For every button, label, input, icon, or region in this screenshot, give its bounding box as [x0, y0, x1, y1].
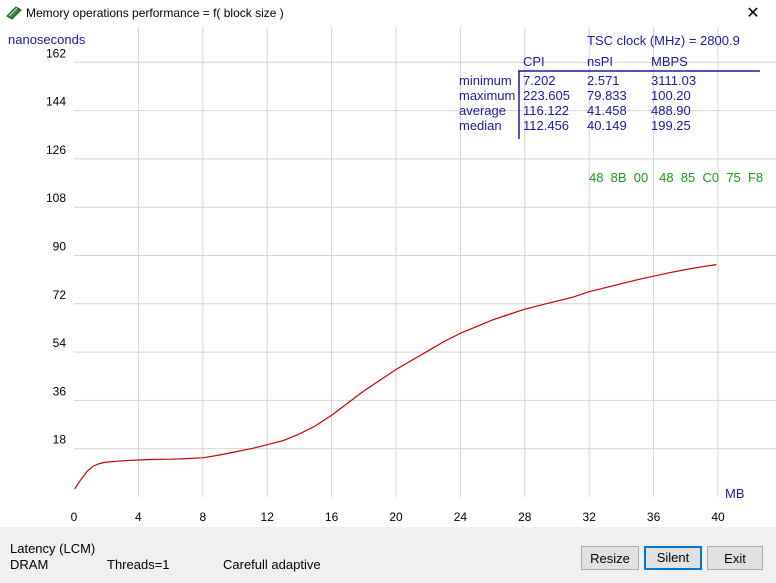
- x-tick-labels: 0 4 8 12 16 20 24 28 32 36 40: [71, 510, 725, 524]
- memory-chip-icon: [6, 6, 22, 20]
- y-tick-labels: 18 36 54 72 90 108 126 144 162: [46, 46, 66, 446]
- x-tick-label: 24: [454, 510, 468, 524]
- plot-area: 0 4 8 12 16 20 24 28 32 36 40 18 36 54 72 90 108 126 144 1…: [0, 27, 776, 527]
- row-label-minimum: minimum: [459, 73, 512, 88]
- cell-med-cpi: 112.456: [523, 118, 569, 133]
- cell-max-mbps: 100.20: [651, 88, 691, 103]
- latency-chart: 0 4 8 12 16 20 24 28 32 36 40 18365472901081261441…: [8, 27, 776, 524]
- cell-max-nspi: 79.833: [587, 88, 627, 103]
- x-tick-label: 16: [325, 510, 339, 524]
- cell-max-cpi: 223.605: [523, 88, 570, 103]
- x-axis-label: MB: [725, 486, 745, 501]
- silent-button[interactable]: Silent: [644, 546, 702, 570]
- threads-label: Threads=1: [107, 557, 170, 572]
- header-cpi: CPI: [523, 54, 545, 69]
- cell-avg-mbps: 488.90: [651, 103, 691, 118]
- memory-type-label: DRAM: [10, 557, 49, 572]
- x-tick-label: 36: [647, 510, 661, 524]
- x-tick-label: 32: [583, 510, 597, 524]
- y-tick-label: 144: [46, 95, 66, 109]
- latency-series-line: [74, 264, 717, 490]
- exit-button[interactable]: Exit: [707, 546, 763, 570]
- x-tick-label: 4: [135, 510, 142, 524]
- mode-label: Latency (LCM): [10, 541, 96, 556]
- cell-min-cpi: 7.202: [523, 73, 556, 88]
- y-tick-label: 36: [53, 384, 67, 398]
- header-mbps: MBPS: [651, 54, 688, 69]
- x-tick-label: 12: [261, 510, 275, 524]
- y-tick-label: 90: [53, 240, 67, 254]
- cell-med-mbps: 199.25: [651, 118, 691, 133]
- tsc-clock-label: TSC clock (MHz) = 2800.9: [587, 33, 740, 48]
- instruction-hex-bytes: 48 8B 00 48 85 C0 75 F8: [589, 170, 763, 185]
- header-nspi: nsPI: [587, 54, 613, 69]
- cell-med-nspi: 40.149: [587, 118, 627, 133]
- x-tick-label: 28: [518, 510, 532, 524]
- y-axis-label: nanoseconds: [8, 32, 86, 47]
- stats-table: TSC clock (MHz) = 2800.9 CPI nsPI MBPS m…: [459, 33, 760, 139]
- window-title: Memory operations performance = f( block…: [26, 6, 284, 20]
- row-label-average: average: [459, 103, 506, 118]
- resize-button[interactable]: Resize: [581, 546, 639, 570]
- cell-min-mbps: 3111.03: [651, 73, 696, 88]
- row-label-maximum: maximum: [459, 88, 515, 103]
- x-tick-label: 20: [389, 510, 403, 524]
- cell-avg-nspi: 41.458: [587, 103, 627, 118]
- y-tick-label: 72: [53, 288, 67, 302]
- cell-min-nspi: 2.571: [587, 73, 620, 88]
- x-tick-label: 8: [199, 510, 206, 524]
- cell-avg-cpi: 116.122: [523, 103, 569, 118]
- x-tick-label: 40: [711, 510, 725, 524]
- y-tick-label: 162: [46, 46, 66, 60]
- y-tick-label: 54: [53, 336, 67, 350]
- row-label-median: median: [459, 118, 502, 133]
- x-tick-label: 0: [71, 510, 78, 524]
- y-tick-label: 108: [46, 191, 66, 205]
- y-tick-label: 126: [46, 143, 66, 157]
- close-button[interactable]: ✕: [746, 5, 760, 22]
- title-bar: Memory operations performance = f( block…: [0, 0, 776, 28]
- y-tick-label: 18: [53, 433, 67, 447]
- method-label: Carefull adaptive: [223, 557, 321, 572]
